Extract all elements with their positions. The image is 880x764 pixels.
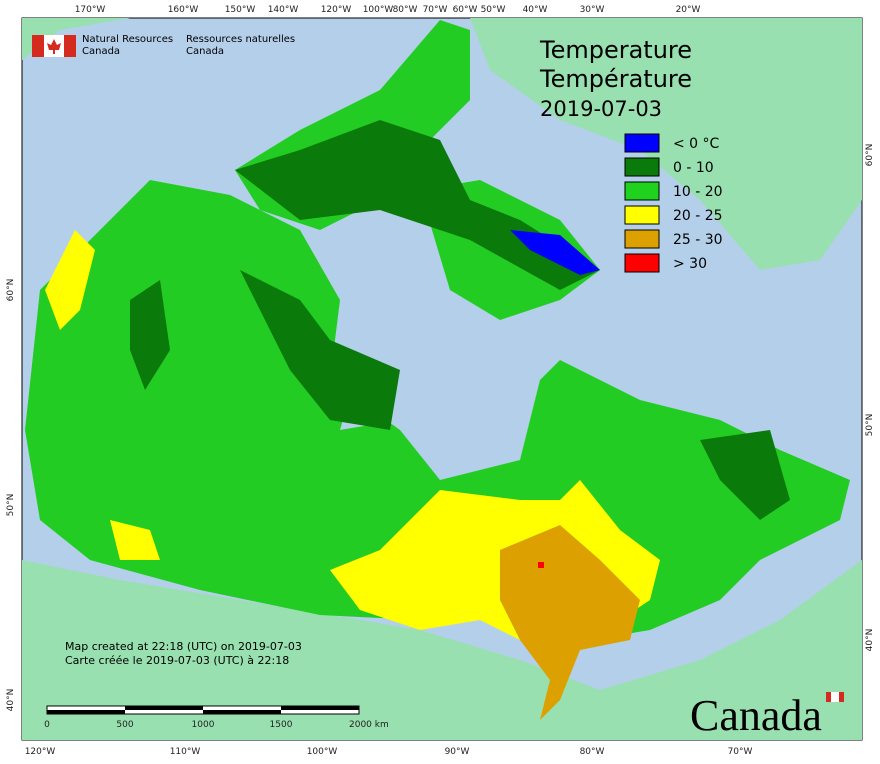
graticule-labels: 170°W 160°W 150°W 140°W 120°W 100°W 80°W 70°W 60… <box>6 5 875 757</box>
top-label: 160°W <box>168 5 199 15</box>
legend-swatch <box>624 229 660 249</box>
land <box>22 18 862 740</box>
top-label: 70°W <box>423 5 448 15</box>
top-label: 170°W <box>75 5 106 15</box>
legend-swatch <box>624 253 660 273</box>
top-label: 100°W <box>363 5 394 15</box>
right-label: 50°N <box>865 414 875 437</box>
nrcan-signature: Natural Resources Canada Ressources natu… <box>32 34 295 57</box>
right-label: 40°N <box>865 629 875 652</box>
left-label: 40°N <box>6 689 16 712</box>
top-label: 30°W <box>580 5 605 15</box>
department-fr: Ressources naturelles <box>186 34 295 45</box>
legend-label: < 0 °C <box>673 136 720 152</box>
department-en: Natural Resources <box>82 34 173 45</box>
legend-swatch <box>624 205 660 225</box>
legend-swatch <box>624 157 660 177</box>
scale-label: 0 <box>44 720 50 730</box>
top-label: 120°W <box>321 5 352 15</box>
legend-label: 25 - 30 <box>673 232 723 248</box>
top-label: 20°W <box>676 5 701 15</box>
scale-label: 500 <box>116 720 133 730</box>
bottom-label: 70°W <box>728 747 753 757</box>
created-en: Map created at 22:18 (UTC) on 2019-07-03 <box>65 640 302 653</box>
canada-wordmark: Canada <box>690 691 822 740</box>
scale-label: 2000 km <box>349 720 389 730</box>
bottom-label: 100°W <box>307 747 338 757</box>
top-label: 50°W <box>481 5 506 15</box>
scale-label: 1500 <box>270 720 293 730</box>
scale-label: 1000 <box>192 720 215 730</box>
title-fr: Température <box>539 65 692 93</box>
legend-swatch <box>624 133 660 153</box>
title-en: Temperature <box>539 36 692 64</box>
left-label: 60°N <box>6 279 16 302</box>
top-label: 140°W <box>268 5 299 15</box>
legend-label: 0 - 10 <box>673 160 714 176</box>
created-fr: Carte créée le 2019-07-03 (UTC) à 22:18 <box>65 654 289 667</box>
title-date: 2019-07-03 <box>540 97 662 121</box>
top-label: 40°W <box>523 5 548 15</box>
left-label: 50°N <box>6 494 16 517</box>
scale-bar: 0 500 1000 1500 2000 km <box>44 705 389 730</box>
country-en: Canada <box>82 46 120 57</box>
top-label: 60°W <box>453 5 478 15</box>
top-label: 80°W <box>393 5 418 15</box>
legend-label: 20 - 25 <box>673 208 723 224</box>
legend-label: > 30 <box>673 256 707 272</box>
legend: < 0 °C 0 - 10 10 - 20 20 - 25 25 - 30 > 30 <box>624 133 723 273</box>
bottom-label: 120°W <box>25 747 56 757</box>
bottom-label: 90°W <box>445 747 470 757</box>
bottom-label: 110°W <box>170 747 201 757</box>
bottom-label: 80°W <box>580 747 605 757</box>
legend-swatch <box>624 181 660 201</box>
top-label: 150°W <box>225 5 256 15</box>
country-fr: Canada <box>186 46 224 57</box>
legend-label: 10 - 20 <box>673 184 723 200</box>
wordmark-flag <box>826 692 844 702</box>
right-label: 60°N <box>865 144 875 167</box>
